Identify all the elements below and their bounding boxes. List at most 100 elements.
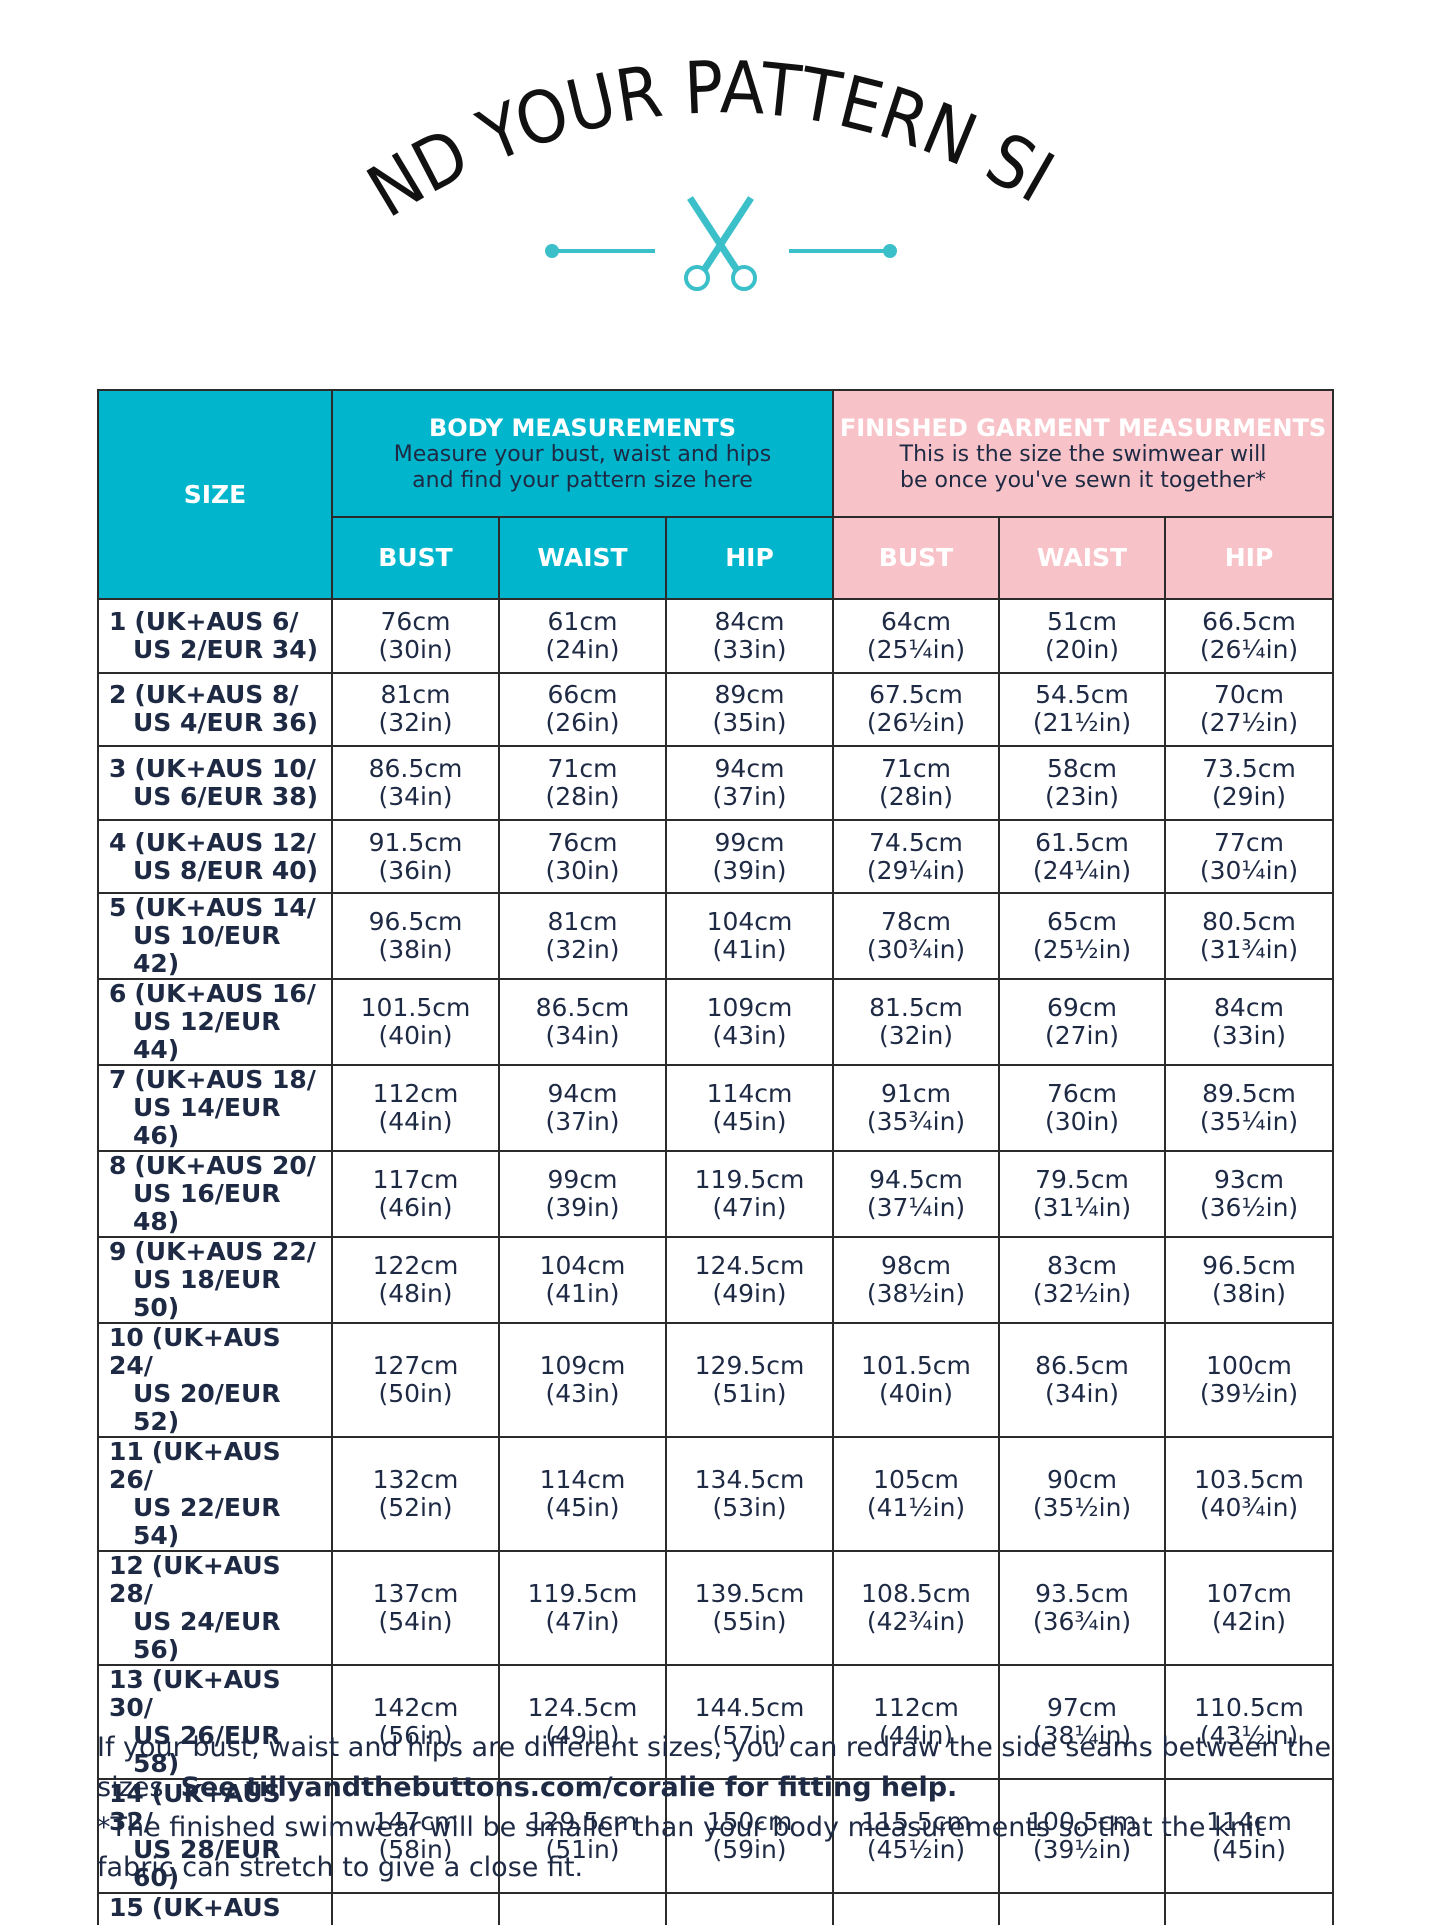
measure-cell: 103.5cm (40¾in) — [1164, 1436, 1334, 1553]
measure-cell: 91cm (35¾in) — [832, 1064, 1000, 1153]
measure-cell: 110.5cm (43½in) — [1164, 1664, 1334, 1781]
title-path: FIND YOUR PATTERN SIZE — [0, 0, 1067, 234]
size-row: 13 (UK+AUS 30/US 26/EUR 58) 142cm (56in) 12… — [97, 1664, 1334, 1781]
measure-cm: 110.5cm — [1194, 1693, 1304, 1723]
measure-in: (42¾in) — [866, 1607, 966, 1637]
measure-cm: 78cm — [881, 907, 951, 937]
size-cell: 10 (UK+AUS 24/US 20/EUR 52) — [97, 1322, 333, 1439]
size-number: 7 — [109, 1065, 127, 1095]
measure-cm: 129.5cm — [527, 1807, 638, 1837]
measure-cell: 100.5cm (39½in) — [998, 1778, 1166, 1895]
measure-cm: 96.5cm — [1202, 1251, 1296, 1281]
measure-cell: 86.5cm (34in) — [998, 1322, 1166, 1439]
size-uk: (UK+AUS 26/ — [109, 1437, 281, 1495]
measure-in: (34in) — [545, 1021, 620, 1051]
measure-in: (24in) — [545, 634, 620, 664]
measure-cell: 127cm (50in) — [331, 1322, 500, 1439]
measure-in: (39in) — [545, 1193, 620, 1223]
size-uk: (UK+AUS 30/ — [109, 1665, 281, 1723]
measure-cell: 107cm (42in) — [1164, 1550, 1334, 1667]
measure-in: (38in) — [378, 935, 453, 965]
measure-in: (26¼in) — [1199, 634, 1299, 664]
measure-in: (40¾in) — [1199, 1493, 1299, 1523]
size-us: US 26/EUR 58) — [133, 1721, 281, 1779]
measure-cm: 66cm — [547, 680, 618, 710]
size-uk: (UK+AUS 12/ — [134, 827, 316, 857]
measure-cell: 81cm (32in) — [498, 892, 667, 981]
measure-cell: 94cm (37in) — [498, 1064, 667, 1153]
measure-cell: 93.5cm (36¾in) — [998, 1550, 1166, 1667]
measure-cell: 99cm (39in) — [498, 1150, 667, 1239]
measure-in: (39½in) — [1032, 1835, 1132, 1865]
size-line: 11 (UK+AUS 26/ — [109, 1438, 331, 1494]
size-uk: (UK+AUS 20/ — [134, 1151, 316, 1181]
measure-in: (40in) — [878, 1379, 954, 1409]
measure-cell: 147cm (58in) — [331, 1778, 500, 1895]
measure-in: (29in) — [1211, 781, 1287, 811]
measure-cell: 150cm (59in) — [665, 1778, 834, 1895]
measure-in: (35¾in) — [866, 1107, 966, 1137]
size-us: US 14/EUR 46) — [133, 1093, 281, 1151]
note: If your bust, waist and hips are differe… — [97, 1732, 1332, 1803]
measure-cell: 114cm (45in) — [498, 1436, 667, 1553]
measure-cm: 81cm — [380, 680, 451, 710]
measure-in: (30in) — [545, 855, 620, 885]
measure-in: (56in) — [378, 1721, 453, 1751]
measure-cell: 71cm (28in) — [498, 745, 667, 821]
measure-cm: 104cm — [1000, 1922, 1164, 1925]
size-table: SIZE BODY MEASUREMENTS Measure your bust, … — [97, 389, 1334, 1925]
measure-in: (30¾in) — [866, 935, 966, 965]
measure-cell: 65cm (25½in) — [998, 892, 1166, 981]
measure-cm: 99cm — [547, 1165, 618, 1195]
measure-cm: 70cm — [1214, 680, 1284, 710]
measure-in: (33in) — [712, 634, 787, 664]
measure-cm: 84cm — [714, 606, 785, 636]
measure-in: (26in) — [545, 708, 620, 738]
size-us: US 24/EUR 56) — [133, 1607, 281, 1665]
size-us: US 2/EUR 34) — [133, 634, 319, 664]
measure-cm: 71cm — [881, 753, 951, 783]
measure-cell: 69cm (27in) — [998, 978, 1166, 1067]
measure-cm: 84cm — [1214, 993, 1284, 1023]
measure-in: (35¼in) — [1199, 1107, 1299, 1137]
size-us: US 10/EUR 42) — [133, 921, 281, 979]
measure-cm: 152.5cm — [333, 1922, 498, 1925]
measure-cm: 80.5cm — [1202, 907, 1296, 937]
size-number: 12 — [109, 1551, 144, 1581]
size-us: US 18/EUR 50) — [133, 1265, 281, 1323]
measure-cm: 122cm — [372, 1251, 459, 1281]
measure-in: (20in) — [1044, 634, 1120, 664]
size-row: 8 (UK+AUS 20/US 16/EUR 48) 117cm (46in) 99c… — [97, 1150, 1334, 1239]
measure-cell: 152.5cm(60in) — [331, 1892, 500, 1925]
measure-in: (36½in) — [1199, 1193, 1299, 1223]
size-uk: (UK+AUS 10/ — [134, 753, 316, 783]
measure-cm: 119cm — [834, 1922, 998, 1925]
measure-in: (59in) — [712, 1835, 787, 1865]
measure-cell: 84cm (33in) — [1164, 978, 1334, 1067]
measure-cm: 69cm — [1047, 993, 1117, 1023]
measure-cm: 115.5cm — [861, 1807, 971, 1837]
measure-cm: 79.5cm — [1035, 1165, 1129, 1195]
measure-in: (45in) — [712, 1107, 787, 1137]
group-line2: and find your pattern size here — [412, 467, 753, 493]
measure-cell: 99cm (39in) — [665, 818, 834, 895]
measure-cm: 105cm — [873, 1465, 959, 1495]
measure-in: (36¾in) — [1032, 1607, 1132, 1637]
scissors-ornament — [545, 196, 897, 291]
measure-cm: 81cm — [547, 907, 618, 937]
measure-cell: 84cm (33in) — [665, 598, 834, 674]
measure-cell: 119.5cm (47in) — [665, 1150, 834, 1239]
measure-cell: 91.5cm (36in) — [331, 818, 500, 895]
size-line: 1 (UK+AUS 6/ — [109, 607, 331, 636]
measure-in: (24¼in) — [1032, 855, 1132, 885]
measure-cell: 89.5cm (35¼in) — [1164, 1064, 1334, 1153]
measure-in: (37¼in) — [866, 1193, 966, 1223]
measure-in: (30in) — [1044, 1107, 1120, 1137]
measure-cell: 93cm (36½in) — [1164, 1150, 1334, 1239]
measure-in: (46in) — [378, 1193, 453, 1223]
measure-cm: 137cm — [372, 1579, 459, 1609]
measure-cell: 81cm (32in) — [331, 671, 500, 748]
size-us: US 16/EUR 48) — [133, 1179, 281, 1237]
measure-cell: 101.5cm (40in) — [331, 978, 500, 1067]
